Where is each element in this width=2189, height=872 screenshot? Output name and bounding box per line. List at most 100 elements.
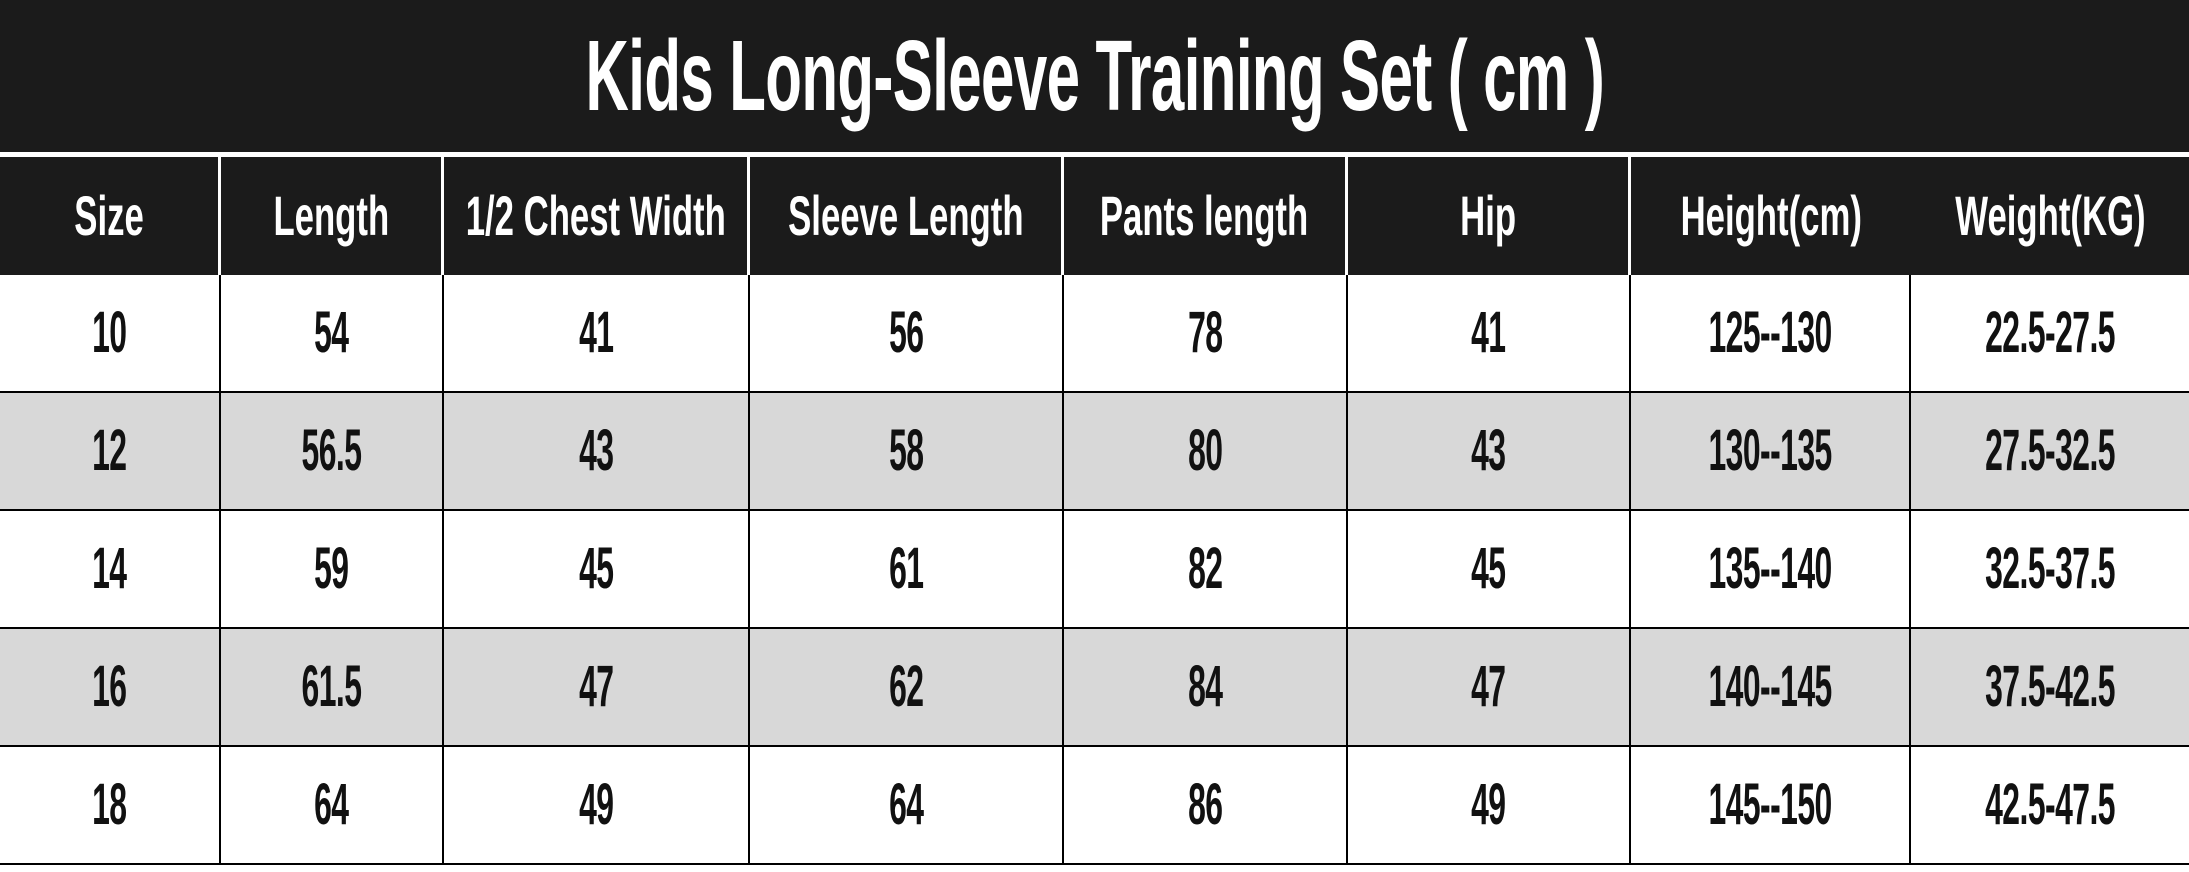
header-cell-hip: Hip — [1348, 157, 1631, 275]
table-cell: 58 — [750, 393, 1064, 509]
table-cell: 86 — [1064, 747, 1348, 863]
cell-value: 47 — [578, 654, 614, 719]
cell-value: 78 — [1187, 300, 1223, 365]
table-row: 12 56.5 43 58 80 43 130--135 27.5-32.5 — [0, 393, 2189, 511]
table-cell: 56 — [750, 275, 1064, 391]
table-cell: 64 — [221, 747, 444, 863]
cell-value: 84 — [1187, 654, 1223, 719]
table-cell: 16 — [0, 629, 221, 745]
cell-value: 27.5-32.5 — [1985, 418, 2115, 483]
header-cell-pants-length: Pants length — [1064, 157, 1348, 275]
cell-value: 45 — [1471, 536, 1506, 601]
cell-value: 58 — [888, 418, 924, 483]
table-cell: 47 — [444, 629, 750, 745]
header-cell-length: Length — [221, 157, 444, 275]
table-cell: 56.5 — [221, 393, 444, 509]
cell-value: 64 — [314, 772, 349, 837]
table-row: 14 59 45 61 82 45 135--140 32.5-37.5 — [0, 511, 2189, 629]
cell-value: 56 — [888, 300, 924, 365]
table-cell: 47 — [1348, 629, 1631, 745]
table-cell: 43 — [444, 393, 750, 509]
header-label: Weight(KG) — [1954, 184, 2146, 247]
cell-value: 125--130 — [1708, 300, 1832, 365]
header-cell-chest-width: 1/2 Chest Width — [444, 157, 750, 275]
table-cell: 62 — [750, 629, 1064, 745]
header-label: Pants length — [1100, 184, 1309, 247]
table-cell: 59 — [221, 511, 444, 627]
header-cell-weight: Weight(KG) — [1911, 157, 2189, 275]
cell-value: 47 — [1471, 654, 1506, 719]
table-cell: 45 — [444, 511, 750, 627]
cell-value: 16 — [92, 654, 127, 719]
table-cell: 130--135 — [1631, 393, 1911, 509]
cell-value: 43 — [578, 418, 614, 483]
title-divider — [0, 152, 2189, 157]
cell-value: 56.5 — [301, 418, 362, 483]
cell-value: 62 — [888, 654, 924, 719]
table-cell: 12 — [0, 393, 221, 509]
cell-value: 12 — [92, 418, 127, 483]
cell-value: 18 — [92, 772, 127, 837]
cell-value: 59 — [314, 536, 349, 601]
table-cell: 22.5-27.5 — [1911, 275, 2189, 391]
table-cell: 82 — [1064, 511, 1348, 627]
table-cell: 49 — [444, 747, 750, 863]
table-cell: 18 — [0, 747, 221, 863]
table-cell: 140--145 — [1631, 629, 1911, 745]
cell-value: 80 — [1187, 418, 1223, 483]
header-label: Length — [273, 184, 389, 247]
cell-value: 22.5-27.5 — [1985, 300, 2115, 365]
table-cell: 37.5-42.5 — [1911, 629, 2189, 745]
table-cell: 41 — [1348, 275, 1631, 391]
table-cell: 10 — [0, 275, 221, 391]
table-cell: 64 — [750, 747, 1064, 863]
cell-value: 61 — [888, 536, 924, 601]
cell-value: 49 — [1471, 772, 1506, 837]
table-cell: 125--130 — [1631, 275, 1911, 391]
table-cell: 61.5 — [221, 629, 444, 745]
cell-value: 140--145 — [1708, 654, 1832, 719]
table-cell: 14 — [0, 511, 221, 627]
header-label: Hip — [1460, 184, 1516, 247]
cell-value: 41 — [1471, 300, 1506, 365]
header-cell-height: Height(cm) — [1631, 157, 1911, 275]
cell-value: 42.5-47.5 — [1985, 772, 2115, 837]
table-header-row: Size Length 1/2 Chest Width Sleeve Lengt… — [0, 157, 2189, 275]
chart-title: Kids Long-Sleeve Training Set ( cm ) — [585, 20, 1604, 132]
table-cell: 145--150 — [1631, 747, 1911, 863]
cell-value: 130--135 — [1708, 418, 1832, 483]
table-cell: 80 — [1064, 393, 1348, 509]
cell-value: 82 — [1187, 536, 1223, 601]
title-bar: Kids Long-Sleeve Training Set ( cm ) — [0, 0, 2189, 152]
cell-value: 61.5 — [301, 654, 362, 719]
table-row: 18 64 49 64 86 49 145--150 42.5-47.5 — [0, 747, 2189, 865]
header-cell-sleeve-length: Sleeve Length — [750, 157, 1064, 275]
header-cell-size: Size — [0, 157, 221, 275]
cell-value: 10 — [92, 300, 127, 365]
cell-value: 43 — [1471, 418, 1506, 483]
cell-value: 14 — [92, 536, 127, 601]
table-cell: 45 — [1348, 511, 1631, 627]
cell-value: 49 — [578, 772, 614, 837]
table-cell: 135--140 — [1631, 511, 1911, 627]
cell-value: 64 — [888, 772, 924, 837]
header-label: 1/2 Chest Width — [465, 184, 726, 247]
cell-value: 37.5-42.5 — [1985, 654, 2115, 719]
table-cell: 61 — [750, 511, 1064, 627]
table-cell: 78 — [1064, 275, 1348, 391]
cell-value: 41 — [578, 300, 614, 365]
table-cell: 27.5-32.5 — [1911, 393, 2189, 509]
header-label: Size — [74, 184, 144, 247]
table-cell: 42.5-47.5 — [1911, 747, 2189, 863]
table-row: 10 54 41 56 78 41 125--130 22.5-27.5 — [0, 275, 2189, 393]
table-cell: 49 — [1348, 747, 1631, 863]
table-cell: 43 — [1348, 393, 1631, 509]
table-cell: 41 — [444, 275, 750, 391]
cell-value: 54 — [314, 300, 349, 365]
header-label: Sleeve Length — [787, 184, 1024, 247]
table-cell: 54 — [221, 275, 444, 391]
header-label: Height(cm) — [1680, 184, 1862, 247]
table-row: 16 61.5 47 62 84 47 140--145 37.5-42.5 — [0, 629, 2189, 747]
table-cell: 32.5-37.5 — [1911, 511, 2189, 627]
